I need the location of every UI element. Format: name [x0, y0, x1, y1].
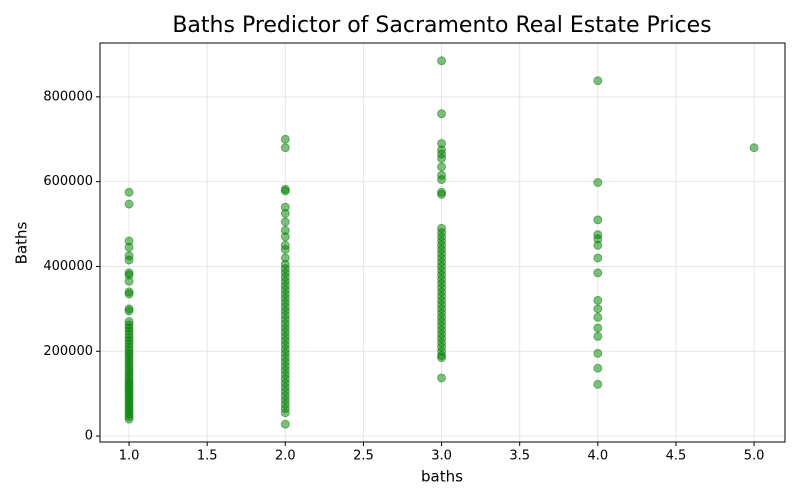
point [593, 253, 603, 263]
point [124, 289, 134, 299]
point [280, 408, 290, 418]
point [124, 306, 134, 316]
x-tick-label: 1.5 [197, 449, 218, 464]
y-tick-label: 400000 [43, 259, 93, 274]
x-tick-label: 4.5 [666, 449, 687, 464]
point [124, 187, 134, 197]
x-axis-label: baths [421, 468, 463, 486]
point [593, 268, 603, 278]
y-tick-label: 800000 [43, 89, 93, 104]
x-tick-label: 4.0 [587, 449, 608, 464]
point [280, 217, 290, 227]
point [280, 208, 290, 218]
plot-area: 1.0 1.5 2.0 2.5 3.0 3.5 4.0 4.5 5.0 0 200000 400000… [43, 43, 785, 464]
y-axis-label: Baths [13, 221, 31, 264]
x-tick-label: 5.0 [744, 449, 765, 464]
point [280, 232, 290, 242]
chart-title: Baths Predictor of Sacramento Real Estat… [172, 13, 711, 38]
y-tick-label: 0 [85, 429, 93, 444]
point [593, 312, 603, 322]
point [280, 134, 290, 144]
point [593, 76, 603, 86]
point [593, 379, 603, 389]
point [124, 199, 134, 209]
point [437, 109, 447, 119]
point [124, 276, 134, 286]
axes-frame [99, 42, 786, 443]
point [437, 56, 447, 66]
x-tick-label: 2.5 [353, 449, 374, 464]
point [593, 304, 603, 314]
point [593, 215, 603, 225]
x-tick-label: 3.5 [509, 449, 530, 464]
point [593, 178, 603, 188]
y-tick-label: 600000 [43, 174, 93, 189]
point [437, 373, 447, 383]
x-tick-label: 3.0 [431, 449, 452, 464]
point [280, 186, 290, 196]
point [749, 143, 759, 153]
x-tick-label: 2.0 [275, 449, 296, 464]
point [593, 363, 603, 373]
point [437, 189, 447, 199]
x-tick-label: 1.0 [119, 449, 140, 464]
point [280, 419, 290, 429]
point [593, 323, 603, 333]
point [124, 414, 134, 424]
point [437, 153, 447, 163]
point [280, 143, 290, 153]
point [593, 348, 603, 358]
point [593, 331, 603, 341]
point [437, 162, 447, 172]
point [437, 353, 447, 363]
y-tick-label: 200000 [43, 344, 93, 359]
point [593, 295, 603, 305]
point [437, 175, 447, 185]
point [280, 244, 290, 254]
point [124, 242, 134, 252]
point [124, 255, 134, 265]
point [593, 240, 603, 250]
